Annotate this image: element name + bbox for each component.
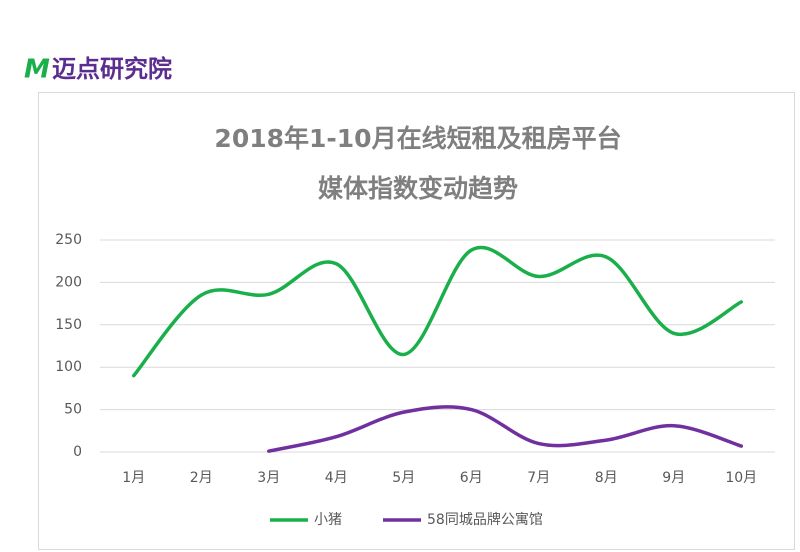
- x-tick-label: 6月: [460, 470, 483, 486]
- series-line: [132, 245, 743, 378]
- y-tick-label: 100: [55, 359, 82, 375]
- y-tick-label: 0: [73, 444, 82, 460]
- x-tick-label: 7月: [527, 470, 550, 486]
- x-tick-label: 10月: [725, 470, 757, 486]
- chart-frame: [38, 92, 795, 550]
- legend-label: 小猪: [314, 512, 342, 528]
- y-tick-label: 150: [55, 317, 82, 333]
- x-tick-label: 5月: [392, 470, 415, 486]
- x-tick-label: 3月: [257, 470, 280, 486]
- logo-mark: M: [24, 55, 50, 85]
- x-tick-label: 1月: [122, 470, 145, 486]
- y-tick-label: 250: [55, 232, 82, 248]
- legend-label: 58同城品牌公寓馆: [427, 511, 543, 528]
- y-tick-label: 50: [64, 402, 82, 418]
- series-line: [267, 405, 743, 453]
- y-tick-label: 200: [55, 274, 82, 290]
- logo-text: 迈点研究院: [52, 55, 172, 83]
- chart-title: 媒体指数变动趋势: [318, 174, 518, 203]
- x-tick-label: 4月: [325, 470, 348, 486]
- chart-title: 2018年1-10月在线短租及租房平台: [214, 124, 621, 153]
- x-tick-label: 2月: [190, 470, 213, 486]
- x-tick-label: 9月: [662, 470, 685, 486]
- x-tick-label: 8月: [595, 470, 618, 486]
